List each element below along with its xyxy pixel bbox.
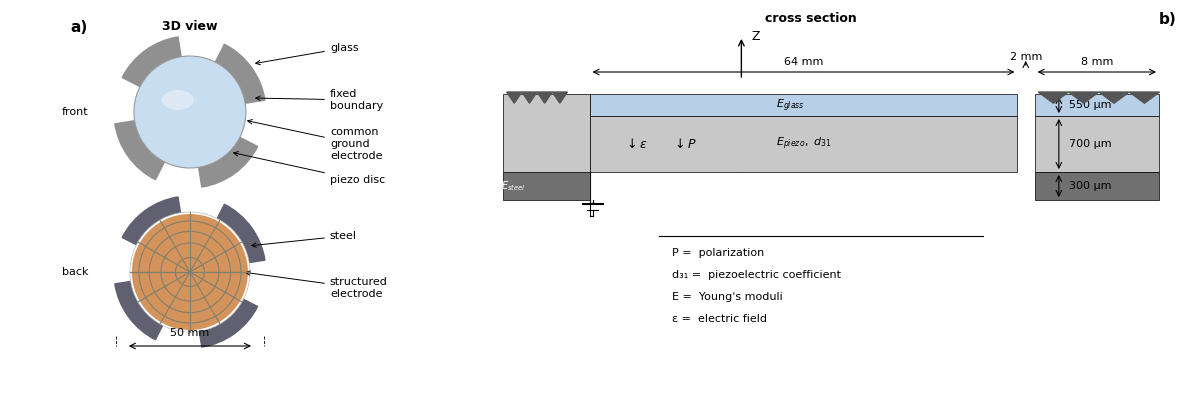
Bar bbox=[1034, 172, 1159, 200]
Wedge shape bbox=[215, 44, 265, 103]
Text: common
ground
electrode: common ground electrode bbox=[248, 120, 382, 160]
Polygon shape bbox=[1129, 92, 1159, 103]
Text: E =  Young's moduli: E = Young's moduli bbox=[672, 292, 783, 302]
Bar bbox=[589, 116, 1017, 172]
Text: d₃₁ =  piezoelectric coefficient: d₃₁ = piezoelectric coefficient bbox=[672, 270, 841, 280]
Bar bbox=[1034, 116, 1159, 172]
Text: structured
electrode: structured electrode bbox=[245, 271, 388, 299]
Text: Z: Z bbox=[752, 30, 760, 42]
Text: $E_{glass}$: $E_{glass}$ bbox=[776, 98, 804, 114]
Text: P =  polarization: P = polarization bbox=[672, 248, 765, 258]
Polygon shape bbox=[552, 92, 568, 103]
Text: 3D view: 3D view bbox=[162, 20, 218, 33]
Ellipse shape bbox=[162, 90, 194, 110]
Text: 550 μm: 550 μm bbox=[1070, 100, 1111, 110]
Text: 300 μm: 300 μm bbox=[1070, 181, 1111, 191]
Bar bbox=[1034, 94, 1159, 116]
Polygon shape bbox=[1038, 92, 1069, 103]
Text: glass: glass bbox=[256, 43, 358, 65]
Bar bbox=[503, 94, 589, 172]
Polygon shape bbox=[507, 92, 522, 103]
Wedge shape bbox=[199, 138, 257, 187]
Polygon shape bbox=[537, 92, 552, 103]
Text: 8 mm: 8 mm bbox=[1081, 57, 1113, 67]
Text: front: front bbox=[62, 107, 88, 117]
Text: fixed
boundary: fixed boundary bbox=[256, 89, 383, 111]
Text: $E_{piezo},\ d_{31}$: $E_{piezo},\ d_{31}$ bbox=[776, 136, 832, 152]
Circle shape bbox=[130, 212, 250, 332]
Wedge shape bbox=[214, 204, 265, 264]
Polygon shape bbox=[1098, 92, 1129, 103]
Circle shape bbox=[132, 214, 248, 330]
Text: 2 mm: 2 mm bbox=[1009, 52, 1042, 62]
Text: back: back bbox=[62, 267, 88, 277]
Circle shape bbox=[134, 56, 246, 168]
Text: $\downarrow P$: $\downarrow P$ bbox=[672, 137, 697, 151]
Bar bbox=[589, 94, 1017, 116]
Text: steel: steel bbox=[252, 231, 357, 247]
Text: 50 mm: 50 mm bbox=[170, 328, 209, 338]
Wedge shape bbox=[123, 37, 181, 86]
Wedge shape bbox=[123, 197, 181, 248]
Wedge shape bbox=[115, 121, 164, 180]
Text: b): b) bbox=[1158, 12, 1176, 27]
Text: 700 μm: 700 μm bbox=[1070, 139, 1111, 149]
Wedge shape bbox=[115, 280, 165, 340]
Text: $\downarrow\varepsilon$: $\downarrow\varepsilon$ bbox=[624, 137, 647, 151]
Polygon shape bbox=[522, 92, 537, 103]
Text: piezo disc: piezo disc bbox=[233, 152, 386, 185]
Text: cross section: cross section bbox=[764, 12, 857, 25]
Text: $E_{steel}$: $E_{steel}$ bbox=[501, 179, 526, 193]
Polygon shape bbox=[1069, 92, 1098, 103]
Text: a): a) bbox=[70, 20, 87, 35]
Text: ε =  electric field: ε = electric field bbox=[672, 314, 768, 324]
Text: 64 mm: 64 mm bbox=[784, 57, 823, 67]
Wedge shape bbox=[199, 296, 257, 347]
Bar bbox=[503, 172, 589, 200]
